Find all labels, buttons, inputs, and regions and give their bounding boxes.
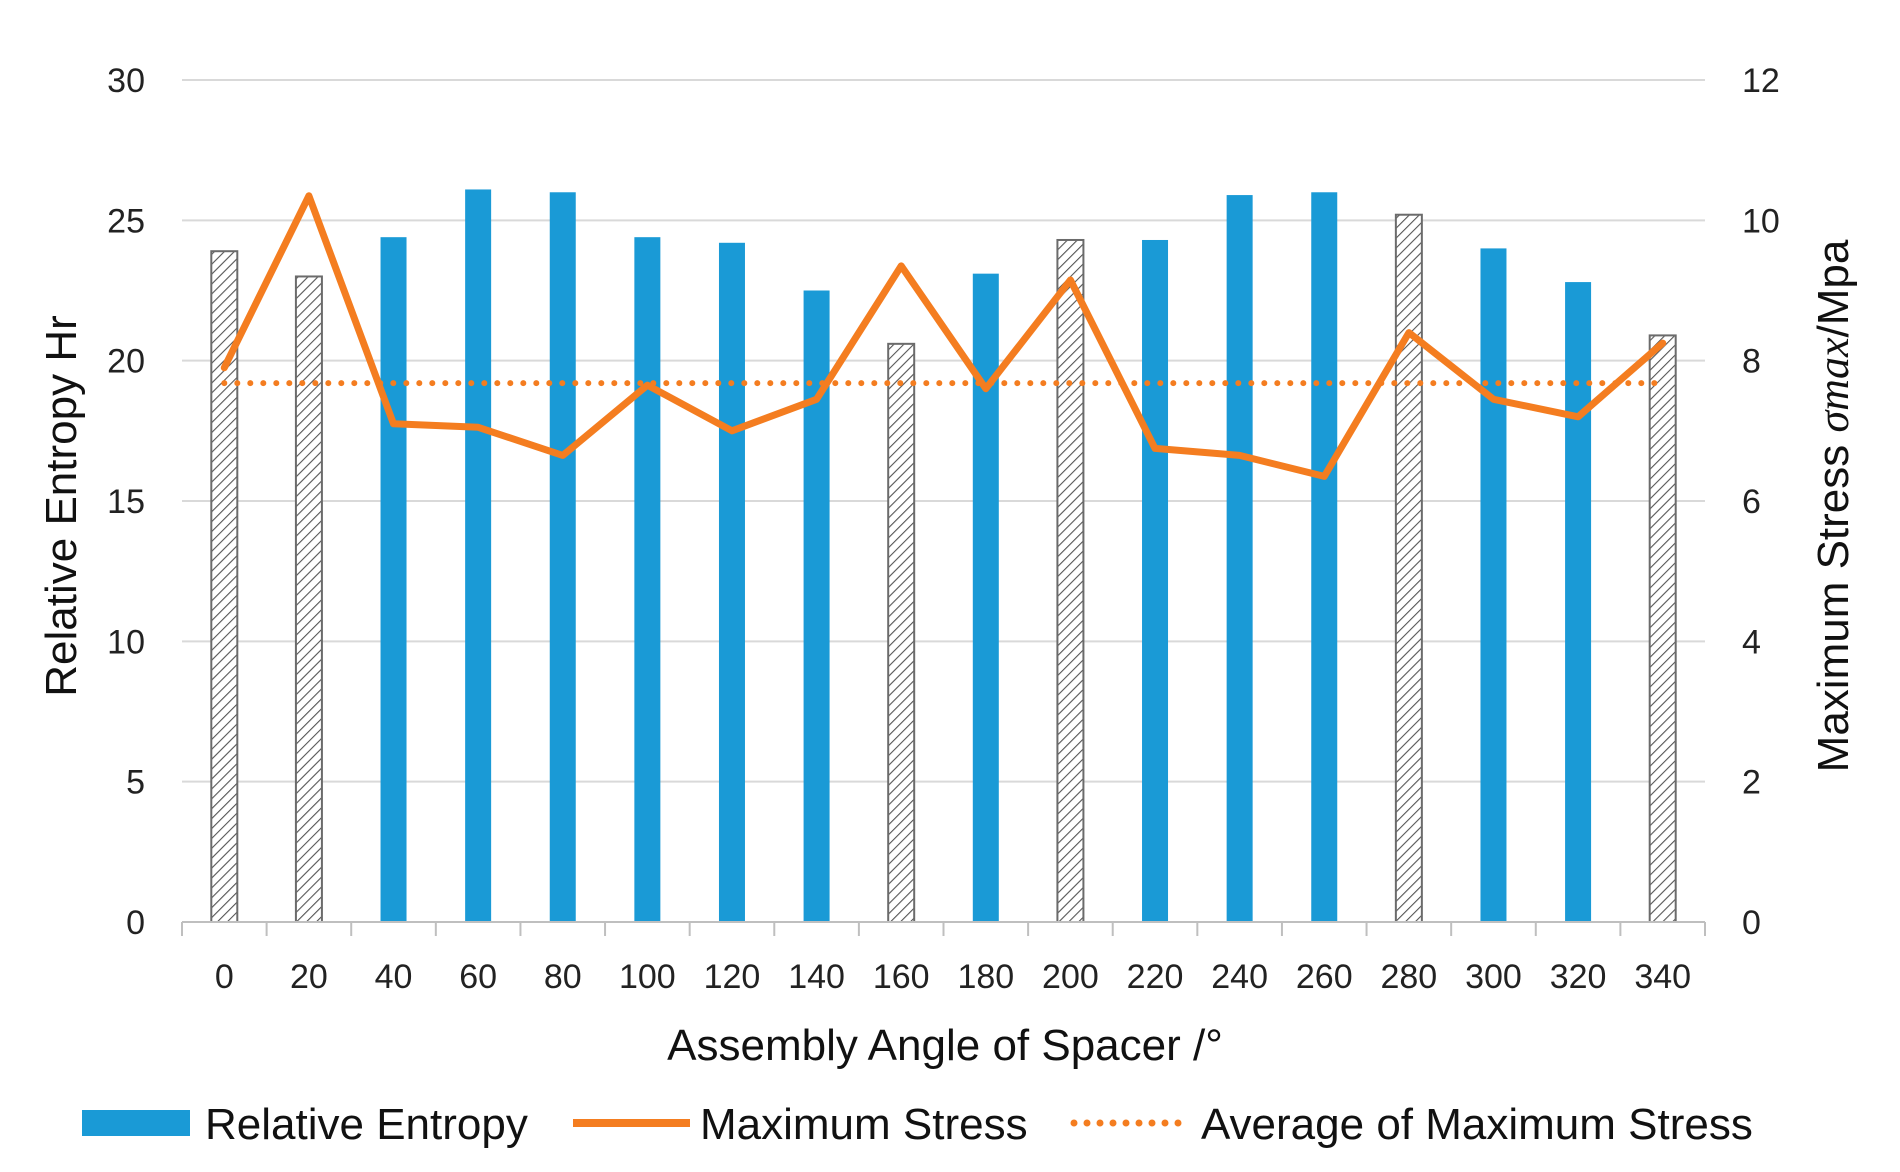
y-axis-right-title-prefix: Maximum Stress — [1809, 433, 1858, 773]
legend-label-relative-entropy: Relative Entropy — [205, 1100, 528, 1149]
bar — [465, 189, 492, 922]
y-right-tick-label: 4 — [1742, 623, 1761, 661]
x-tick-label: 180 — [957, 958, 1014, 996]
maximum-stress-line — [220, 192, 1667, 480]
y-axis-right-title-math: σmax — [1809, 337, 1858, 432]
bar — [718, 242, 745, 922]
maximum-stress-point — [898, 262, 905, 269]
y-left-tick-label: 25 — [107, 202, 145, 240]
maximum-stress-point — [728, 427, 735, 434]
x-tick-label: 160 — [873, 958, 930, 996]
maximum-stress-point — [221, 364, 228, 371]
gridlines — [182, 79, 1705, 783]
maximum-stress-point — [475, 424, 482, 431]
bar — [1480, 248, 1507, 922]
bar — [1226, 195, 1253, 922]
y-left-tick-label: 0 — [126, 904, 145, 942]
maximum-stress-point — [982, 385, 989, 392]
x-axis — [181, 921, 1706, 936]
bar — [1565, 282, 1592, 923]
maximum-stress-point — [1575, 413, 1582, 420]
maximum-stress-point — [390, 420, 397, 427]
x-tick-label: 200 — [1042, 958, 1099, 996]
maximum-stress-point — [1152, 445, 1159, 452]
y-axis-right-title: Maximum Stress σmax/Mpa — [1809, 239, 1858, 772]
x-tick-label: 220 — [1127, 958, 1184, 996]
x-tick-label: 300 — [1465, 958, 1522, 996]
legend-swatch-relative-entropy — [82, 1110, 190, 1136]
bar-hatched — [294, 275, 323, 923]
relative-entropy-bars — [210, 189, 1677, 924]
y-axis-right-title-suffix: /Mpa — [1809, 239, 1858, 337]
y-left-tick-label: 5 — [126, 764, 145, 802]
maximum-stress-point — [1490, 396, 1497, 403]
y-left-tick-label: 10 — [107, 623, 145, 661]
legend-label-average-maximum-stress: Average of Maximum Stress — [1201, 1100, 1753, 1149]
maximum-stress-point — [1321, 473, 1328, 480]
bar — [549, 192, 576, 922]
x-tick-label: 340 — [1634, 958, 1691, 996]
x-tick-label: 60 — [459, 958, 497, 996]
y-right-tick-label: 10 — [1742, 202, 1780, 240]
maximum-stress-point — [305, 192, 312, 199]
bar-hatched — [1394, 213, 1423, 924]
maximum-stress-point — [644, 382, 651, 389]
y-axis-left-title: Relative Entropy Hr — [37, 315, 86, 696]
x-tick-label: 320 — [1550, 958, 1607, 996]
y-left-tick-label: 20 — [107, 343, 145, 381]
bar-hatched — [1056, 238, 1085, 924]
maximum-stress-polyline — [220, 192, 1667, 480]
maximum-stress-point — [1405, 329, 1412, 336]
x-tick-label: 260 — [1296, 958, 1353, 996]
maximum-stress-point — [1659, 340, 1666, 347]
x-tick-label: 120 — [704, 958, 761, 996]
bar — [1142, 239, 1169, 923]
x-axis-title: Assembly Angle of Spacer /° — [667, 1021, 1223, 1070]
y-left-tick-label: 30 — [107, 62, 145, 100]
bar-hatched — [887, 342, 916, 923]
maximum-stress-point — [559, 452, 566, 459]
bar — [634, 237, 661, 922]
maximum-stress-point — [813, 396, 820, 403]
x-tick-label: 240 — [1211, 958, 1268, 996]
y-axis-right-ticks: 0 2 4 6 8 10 12 — [1742, 62, 1780, 942]
x-axis-ticks: 0 20 40 60 80 100 120 140 160 180 200 220 240 260 280 3… — [215, 958, 1691, 996]
x-tick-label: 140 — [788, 958, 845, 996]
x-tick-label: 40 — [375, 958, 413, 996]
x-tick-label: 0 — [215, 958, 234, 996]
y-left-tick-label: 15 — [107, 483, 145, 521]
x-tick-label: 20 — [290, 958, 328, 996]
y-right-tick-label: 0 — [1742, 904, 1761, 942]
x-tick-label: 280 — [1380, 958, 1437, 996]
maximum-stress-point — [1067, 276, 1074, 283]
x-tick-label: 100 — [619, 958, 676, 996]
legend: Relative Entropy Maximum Stress Average … — [82, 1100, 1753, 1149]
legend-label-maximum-stress: Maximum Stress — [700, 1100, 1028, 1149]
y-axis-left-ticks: 0 5 10 15 20 25 30 — [107, 62, 145, 942]
x-tick-label: 80 — [544, 958, 582, 996]
y-right-tick-label: 8 — [1742, 343, 1761, 381]
bar-hatched — [1648, 334, 1677, 923]
y-right-tick-label: 6 — [1742, 483, 1761, 521]
y-right-tick-label: 12 — [1742, 62, 1780, 100]
maximum-stress-point — [1236, 452, 1243, 459]
bar — [1311, 192, 1338, 922]
y-right-tick-label: 2 — [1742, 764, 1761, 802]
bar — [380, 237, 407, 922]
